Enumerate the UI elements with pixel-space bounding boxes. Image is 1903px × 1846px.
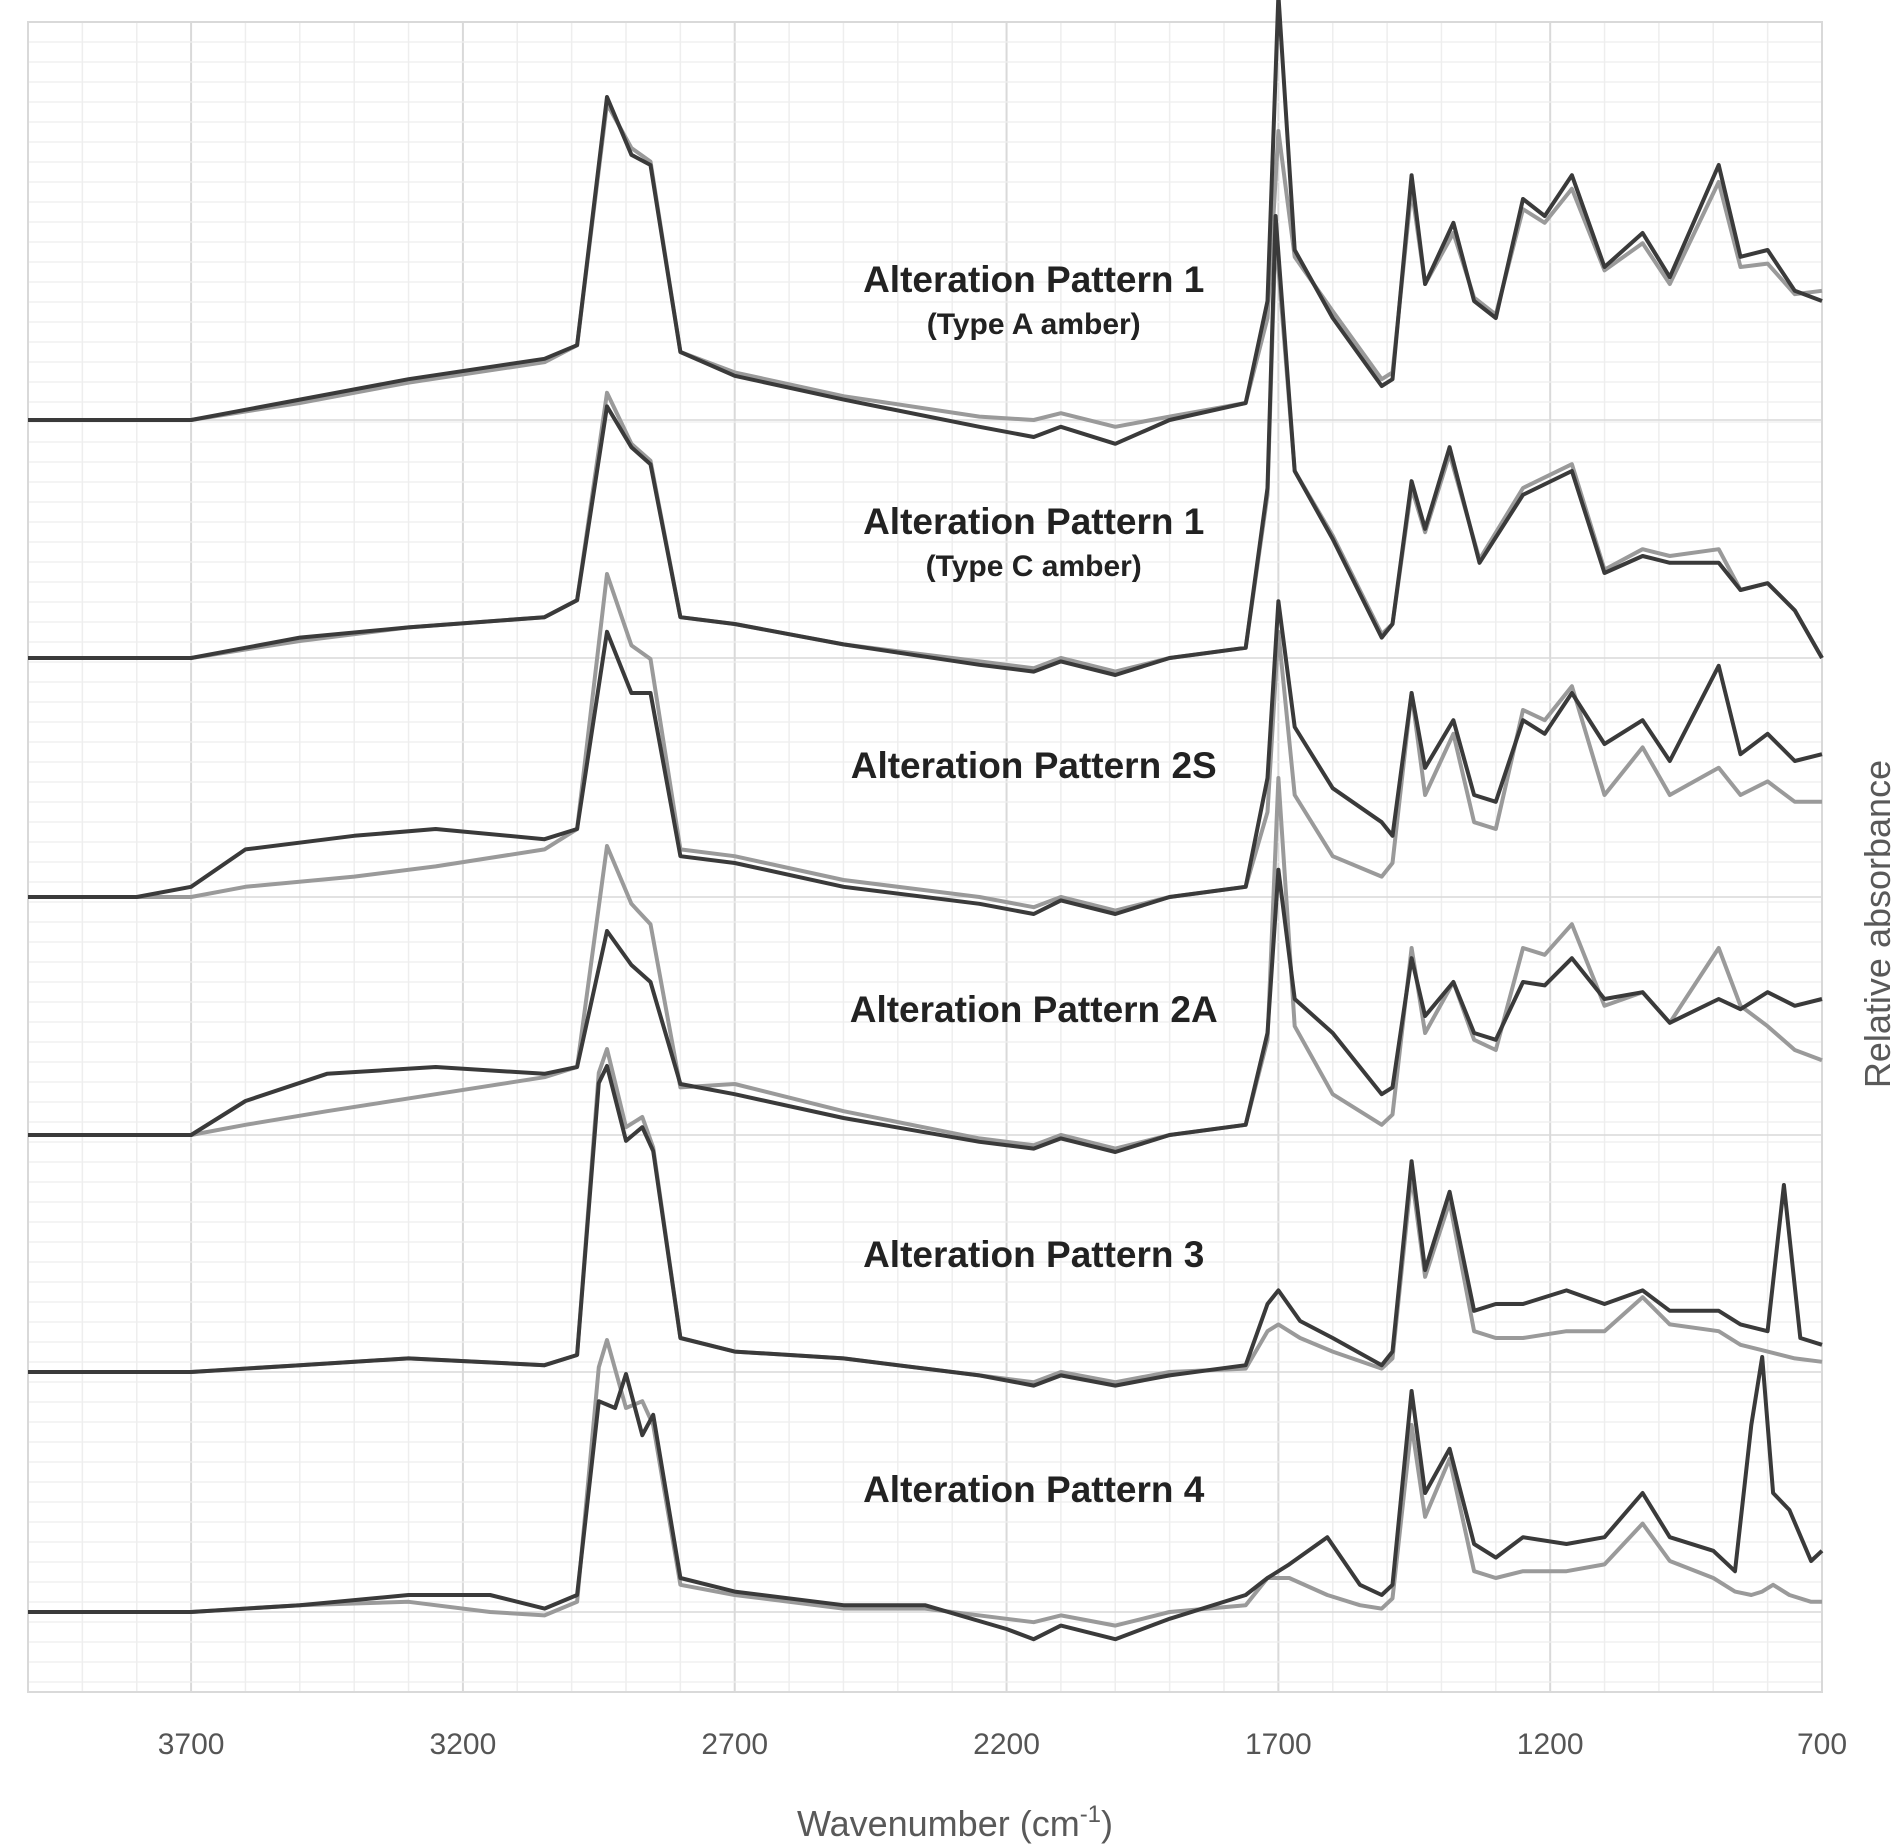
spectrum-3-dark-trace	[28, 599, 1823, 916]
x-tick-labels: 3700 3200 2700 2200 1700 1200 700	[158, 1728, 1847, 1761]
spectrum-5-dark-trace	[28, 1064, 1823, 1388]
x-axis-title-tail: )	[1101, 1803, 1113, 1844]
spectrum-6-light-trace	[28, 1338, 1822, 1628]
spectrum-5-light-trace	[28, 1047, 1823, 1385]
spectrum-4-dark-trace	[28, 867, 1823, 1154]
pattern-label-1: Alteration Pattern 1	[863, 259, 1204, 300]
x-tick-label-2700: 2700	[701, 1728, 768, 1761]
spectrum-2-dark-trace	[28, 214, 1824, 677]
spectra-series	[28, 0, 1824, 1642]
pattern-label-5: Alteration Pattern 3	[863, 1234, 1204, 1275]
x-axis-title: Wavenumber (cm-1)	[797, 1801, 1113, 1844]
x-tick-label-700: 700	[1797, 1728, 1847, 1761]
plot-frame	[27, 21, 1823, 1693]
y-axis-title: Relative absorbance	[1857, 760, 1898, 1088]
grid	[27, 21, 1823, 1693]
pattern-sublabel-1: (Type A amber)	[927, 308, 1141, 341]
spectrum-1-dark-trace	[28, 0, 1823, 446]
pattern-label-2: Alteration Pattern 1	[863, 501, 1204, 542]
x-tick-label-2200: 2200	[973, 1728, 1040, 1761]
x-tick-label-1200: 1200	[1517, 1728, 1584, 1761]
pattern-sublabel-2: (Type C amber)	[926, 550, 1142, 583]
spectrum-6-dark-trace	[28, 1355, 1824, 1642]
x-tick-label-1700: 1700	[1245, 1728, 1312, 1761]
pattern-labels: Alteration Pattern 1 (Type A amber) Altera…	[850, 259, 1218, 1510]
pattern-label-4: Alteration Pattern 2A	[850, 989, 1218, 1030]
pattern-label-3: Alteration Pattern 2S	[851, 745, 1217, 786]
pattern-label-6: Alteration Pattern 4	[863, 1469, 1205, 1510]
x-axis-title-sup: -1	[1080, 1801, 1101, 1828]
x-tick-label-3200: 3200	[430, 1728, 497, 1761]
x-axis-title-main: Wavenumber (cm	[797, 1803, 1080, 1844]
x-tick-label-3700: 3700	[158, 1728, 225, 1761]
